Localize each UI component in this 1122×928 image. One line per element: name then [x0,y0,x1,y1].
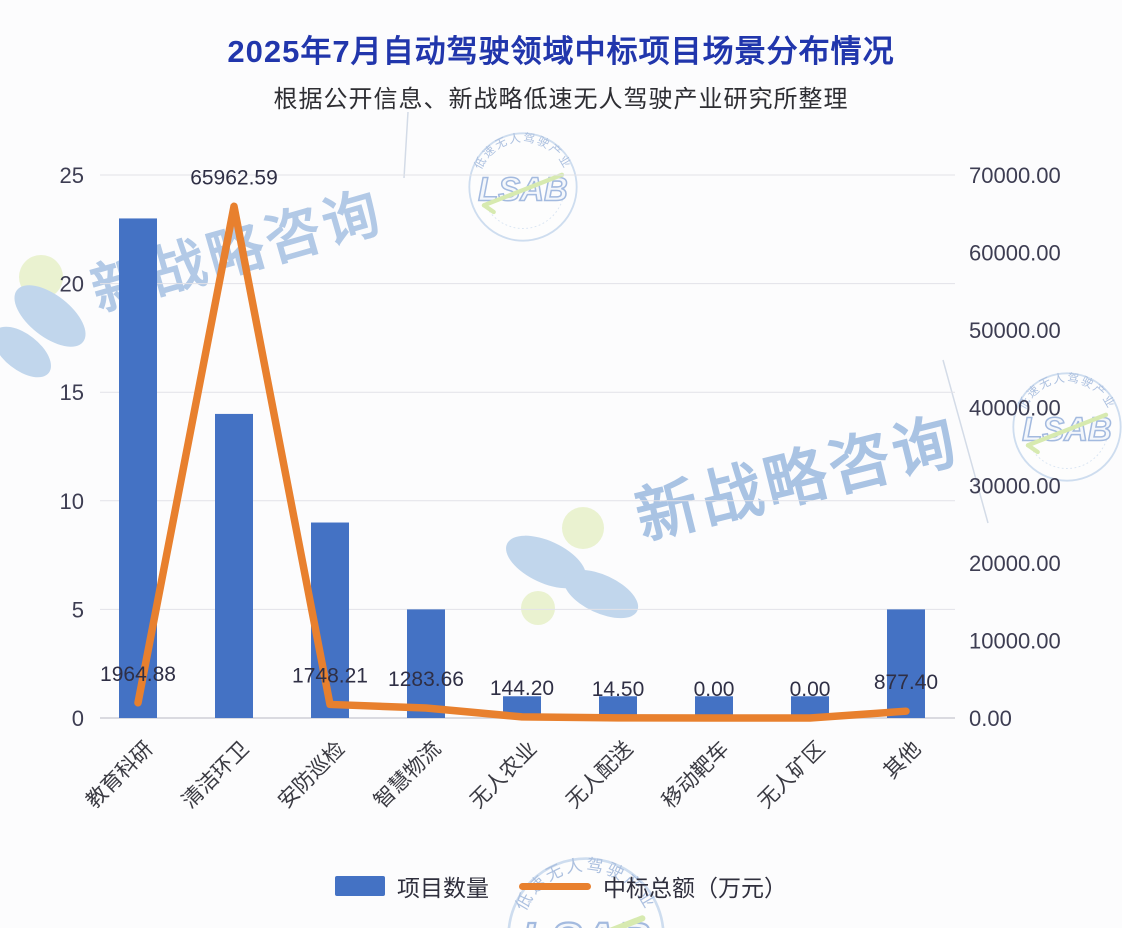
category-label-教育科研: 教育科研 [82,737,158,813]
bar-其他 [887,609,925,718]
bar-清洁环卫 [215,413,253,718]
bar-智慧物流 [407,609,445,718]
category-label-移动靶车: 移动靶车 [658,737,734,813]
right-axis-tick: 40000.00 [969,396,1061,421]
left-axis-tick: 5 [72,597,84,622]
category-label-智慧物流: 智慧物流 [370,737,446,813]
category-label-安防巡检: 安防巡检 [274,737,350,813]
combo-chart: 0 5 10 15 20 25 0.00 10000.00 20000.00 30000.00 40… [60,163,1061,813]
legend-label-projects: 项目数量 [397,875,489,901]
right-axis-tick: 60000.00 [969,241,1061,266]
legend-item-projects: 项目数量 [335,869,489,903]
right-axis-tick: 30000.00 [969,473,1061,498]
left-axis-tick: 25 [60,163,84,188]
category-label-清洁环卫: 清洁环卫 [178,737,254,813]
right-axis-tick: 70000.00 [969,163,1061,188]
right-axis-tick: 10000.00 [969,628,1061,653]
bar-无人配送 [599,696,637,718]
legend-bar-swatch [335,876,385,896]
line-series [134,202,910,722]
line-point-label: 14.50 [592,678,645,701]
header: 2025年7月自动驾驶领域中标项目场景分布情况 根据公开信息、新战略低速无人驾驶… [0,0,1122,114]
legend-item-amount: 中标总额（万元） [519,869,787,903]
line-point-label: 0.00 [790,678,831,701]
line-point-label: 0.00 [694,678,735,701]
right-axis-tick: 0.00 [969,706,1012,731]
left-axis-tick: 15 [60,380,84,405]
legend-label-amount: 中标总额（万元） [603,875,787,901]
category-label-无人矿区: 无人矿区 [754,737,830,813]
line-point-label: 1964.88 [100,663,176,686]
right-axis-tick: 50000.00 [969,318,1061,343]
category-label-无人配送: 无人配送 [562,737,638,813]
bar-无人矿区 [791,696,829,718]
bar-移动靶车 [695,696,733,718]
blob-watermark-middle [506,507,639,625]
line-point-label: 877.40 [874,671,938,694]
left-axis-tick: 0 [72,706,84,731]
left-axis-tick: 10 [60,489,84,514]
legend-line-swatch [519,882,591,890]
category-label-无人农业: 无人农业 [466,737,542,813]
chart-legend: 项目数量 中标总额（万元） [0,866,1122,906]
left-axis-tick: 20 [60,272,84,297]
line-point-label: 1283.66 [388,668,464,691]
line-point-label: 1748.21 [292,664,368,687]
category-label-其他: 其他 [880,737,926,783]
blob-watermark-left [0,255,86,378]
watermark-artifact-lines [403,111,989,524]
right-axis-tick: 20000.00 [969,551,1061,576]
chart-subtitle: 根据公开信息、新战略低速无人驾驶产业研究所整理 [273,86,849,113]
line-point-label: 65962.59 [190,166,278,189]
line-point-label: 144.20 [490,677,554,700]
chart-title: 2025年7月自动驾驶领域中标项目场景分布情况 [227,34,895,69]
